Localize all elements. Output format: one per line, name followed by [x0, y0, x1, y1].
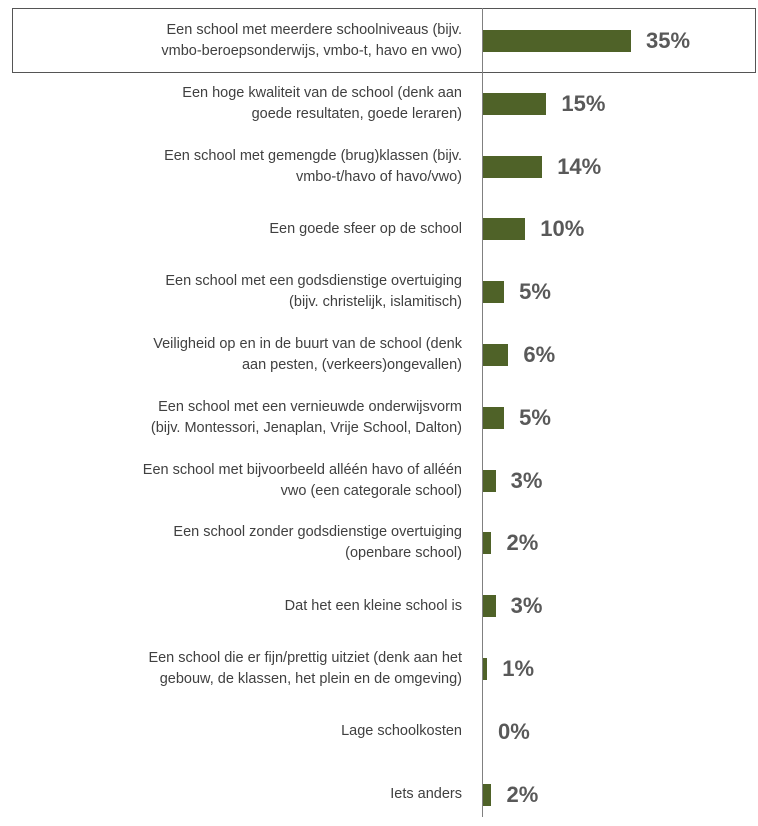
category-label: Een school zonder godsdienstige overtuig… [173, 524, 462, 562]
bar-row: Een school die er fijn/prettig uitziet (… [0, 638, 758, 700]
bar-row: Iets anders 2% [0, 764, 758, 826]
category-label: Iets anders [390, 786, 462, 803]
bar [483, 532, 492, 555]
bar-row: Een school met bijvoorbeeld alléén havo … [0, 450, 758, 512]
category-label: Een school met bijvoorbeeld alléén havo … [142, 461, 462, 499]
value-label: 3% [510, 467, 543, 493]
value-label: 2% [506, 781, 539, 807]
highlight-box [12, 8, 756, 73]
value-label: 3% [510, 593, 543, 619]
category-label: Veiligheid op en in de buurt van de scho… [153, 336, 462, 373]
bar-row: Een school met een godsdienstige overtui… [0, 261, 758, 323]
category-label: Een school met gemengde (brug)klassen (b… [164, 147, 462, 185]
bar-row: Een school met meerdere schoolniveaus (b… [0, 10, 758, 72]
value-label: 5% [519, 279, 551, 305]
category-label: Een goede sfeer op de school [269, 220, 462, 237]
bar [483, 783, 492, 806]
value-label: 15% [561, 90, 606, 116]
bar [483, 281, 505, 304]
bar [483, 155, 543, 178]
category-label: Dat het een kleine school is [284, 597, 462, 614]
bar-row: Een school met gemengde (brug)klassen (b… [0, 136, 758, 198]
bar [483, 595, 496, 618]
bar-row: Dat het een kleine school is 3% [0, 575, 758, 637]
bar [483, 92, 547, 115]
bar [483, 469, 496, 492]
value-label: 0% [498, 718, 530, 744]
category-label: Een school die er fijn/prettig uitziet (… [148, 650, 462, 687]
bar [483, 344, 509, 366]
category-label: Een school met meerdere schoolniveaus (b… [161, 22, 462, 59]
bar [483, 30, 631, 52]
bar-row: Een school met een vernieuwde onderwijsv… [0, 387, 758, 449]
bar [483, 218, 526, 241]
bar-row: Een goede sfeer op de school 10% [0, 198, 758, 260]
value-label: 35% [646, 28, 691, 53]
axis-line [482, 8, 483, 817]
bar-row: Lage schoolkosten 0% [0, 701, 758, 763]
value-label: 1% [502, 656, 535, 681]
bar [483, 406, 505, 429]
category-label: Een school met een godsdienstige overtui… [165, 273, 462, 311]
bar [483, 658, 488, 680]
bar-row: Een school zonder godsdienstige overtuig… [0, 512, 758, 574]
value-label: 14% [557, 153, 602, 179]
value-label: 2% [506, 530, 539, 556]
category-label: Lage schoolkosten [341, 723, 462, 740]
value-label: 6% [523, 342, 556, 367]
bar-row: Veiligheid op en in de buurt van de scho… [0, 324, 758, 386]
category-label: Een school met een vernieuwde onderwijsv… [150, 398, 462, 436]
bar-row: Een hoge kwaliteit van de school (denk a… [0, 73, 758, 135]
value-label: 10% [540, 216, 585, 242]
category-label: Een hoge kwaliteit van de school (denk a… [182, 84, 462, 122]
value-label: 5% [519, 404, 551, 430]
